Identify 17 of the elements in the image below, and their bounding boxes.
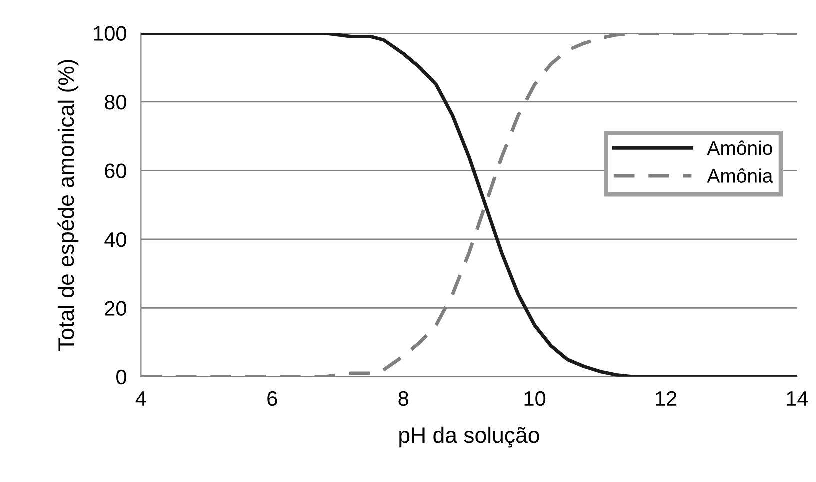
y-tick-label: 100	[94, 26, 126, 42]
x-tick-label: 8	[398, 391, 408, 406]
x-tick-label: 4	[136, 392, 146, 406]
x-tick-label: 6	[268, 391, 278, 406]
y-tick-label: 60	[105, 164, 126, 178]
line-series	[141, 33, 798, 377]
x-tick-label: 10	[524, 391, 546, 406]
legend-label: Amônio	[707, 140, 772, 156]
y-tick-label: 0	[116, 370, 126, 385]
x-tick-label: 14	[787, 392, 808, 406]
y-tick-label: 20	[105, 301, 126, 316]
x-axis-title: pH da solução	[400, 426, 540, 448]
y-axis-title: Total de espéde amonical (%)	[58, 60, 79, 351]
x-tick-label: 12	[656, 391, 677, 406]
y-tick-label: 80	[105, 94, 126, 110]
y-tick-label: 40	[104, 232, 126, 248]
legend-label: Amônia	[707, 168, 774, 183]
